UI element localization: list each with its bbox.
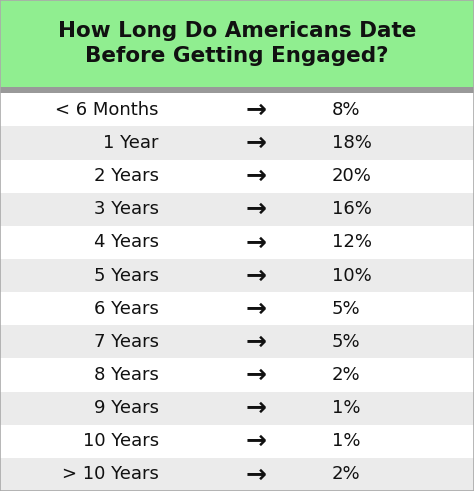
- Text: →: →: [246, 164, 266, 188]
- Text: →: →: [246, 429, 266, 453]
- Text: 8 Years: 8 Years: [94, 366, 159, 384]
- Text: 10 Years: 10 Years: [82, 432, 159, 450]
- Text: 5%: 5%: [332, 333, 360, 351]
- Text: 2%: 2%: [332, 465, 360, 484]
- Text: 8%: 8%: [332, 101, 360, 119]
- Text: 6 Years: 6 Years: [94, 300, 159, 318]
- Text: →: →: [246, 264, 266, 288]
- Text: 5%: 5%: [332, 300, 360, 318]
- Bar: [0, 358, 474, 392]
- Text: →: →: [246, 330, 266, 354]
- Text: How Long Do Americans Date
Before Getting Engaged?: How Long Do Americans Date Before Gettin…: [58, 21, 416, 66]
- Bar: [0, 292, 474, 326]
- Text: 12%: 12%: [332, 233, 372, 251]
- Bar: [0, 93, 474, 126]
- Text: 16%: 16%: [332, 200, 372, 218]
- Bar: [0, 127, 474, 160]
- Bar: [0, 392, 474, 425]
- Bar: [0, 87, 474, 93]
- Text: →: →: [246, 131, 266, 155]
- Text: 2%: 2%: [332, 366, 360, 384]
- Bar: [0, 259, 474, 292]
- Text: 3 Years: 3 Years: [94, 200, 159, 218]
- Bar: [0, 425, 474, 458]
- Text: 1%: 1%: [332, 399, 360, 417]
- Text: > 10 Years: > 10 Years: [62, 465, 159, 484]
- Bar: [0, 458, 474, 491]
- Text: →: →: [246, 463, 266, 487]
- Bar: [0, 226, 474, 259]
- Text: 7 Years: 7 Years: [94, 333, 159, 351]
- Bar: [0, 325, 474, 358]
- Text: 5 Years: 5 Years: [94, 267, 159, 285]
- Text: 1 Year: 1 Year: [103, 134, 159, 152]
- Text: 2 Years: 2 Years: [94, 167, 159, 185]
- Text: 10%: 10%: [332, 267, 372, 285]
- Text: 1%: 1%: [332, 432, 360, 450]
- Text: 18%: 18%: [332, 134, 372, 152]
- Text: < 6 Months: < 6 Months: [55, 101, 159, 119]
- Text: →: →: [246, 197, 266, 221]
- Text: →: →: [246, 396, 266, 420]
- Bar: [0, 192, 474, 226]
- Text: →: →: [246, 297, 266, 321]
- Bar: [0, 160, 474, 192]
- Text: 4 Years: 4 Years: [94, 233, 159, 251]
- Text: →: →: [246, 98, 266, 122]
- Bar: [0, 0, 474, 87]
- Text: →: →: [246, 363, 266, 387]
- Text: →: →: [246, 230, 266, 254]
- Text: 20%: 20%: [332, 167, 372, 185]
- Text: 9 Years: 9 Years: [94, 399, 159, 417]
